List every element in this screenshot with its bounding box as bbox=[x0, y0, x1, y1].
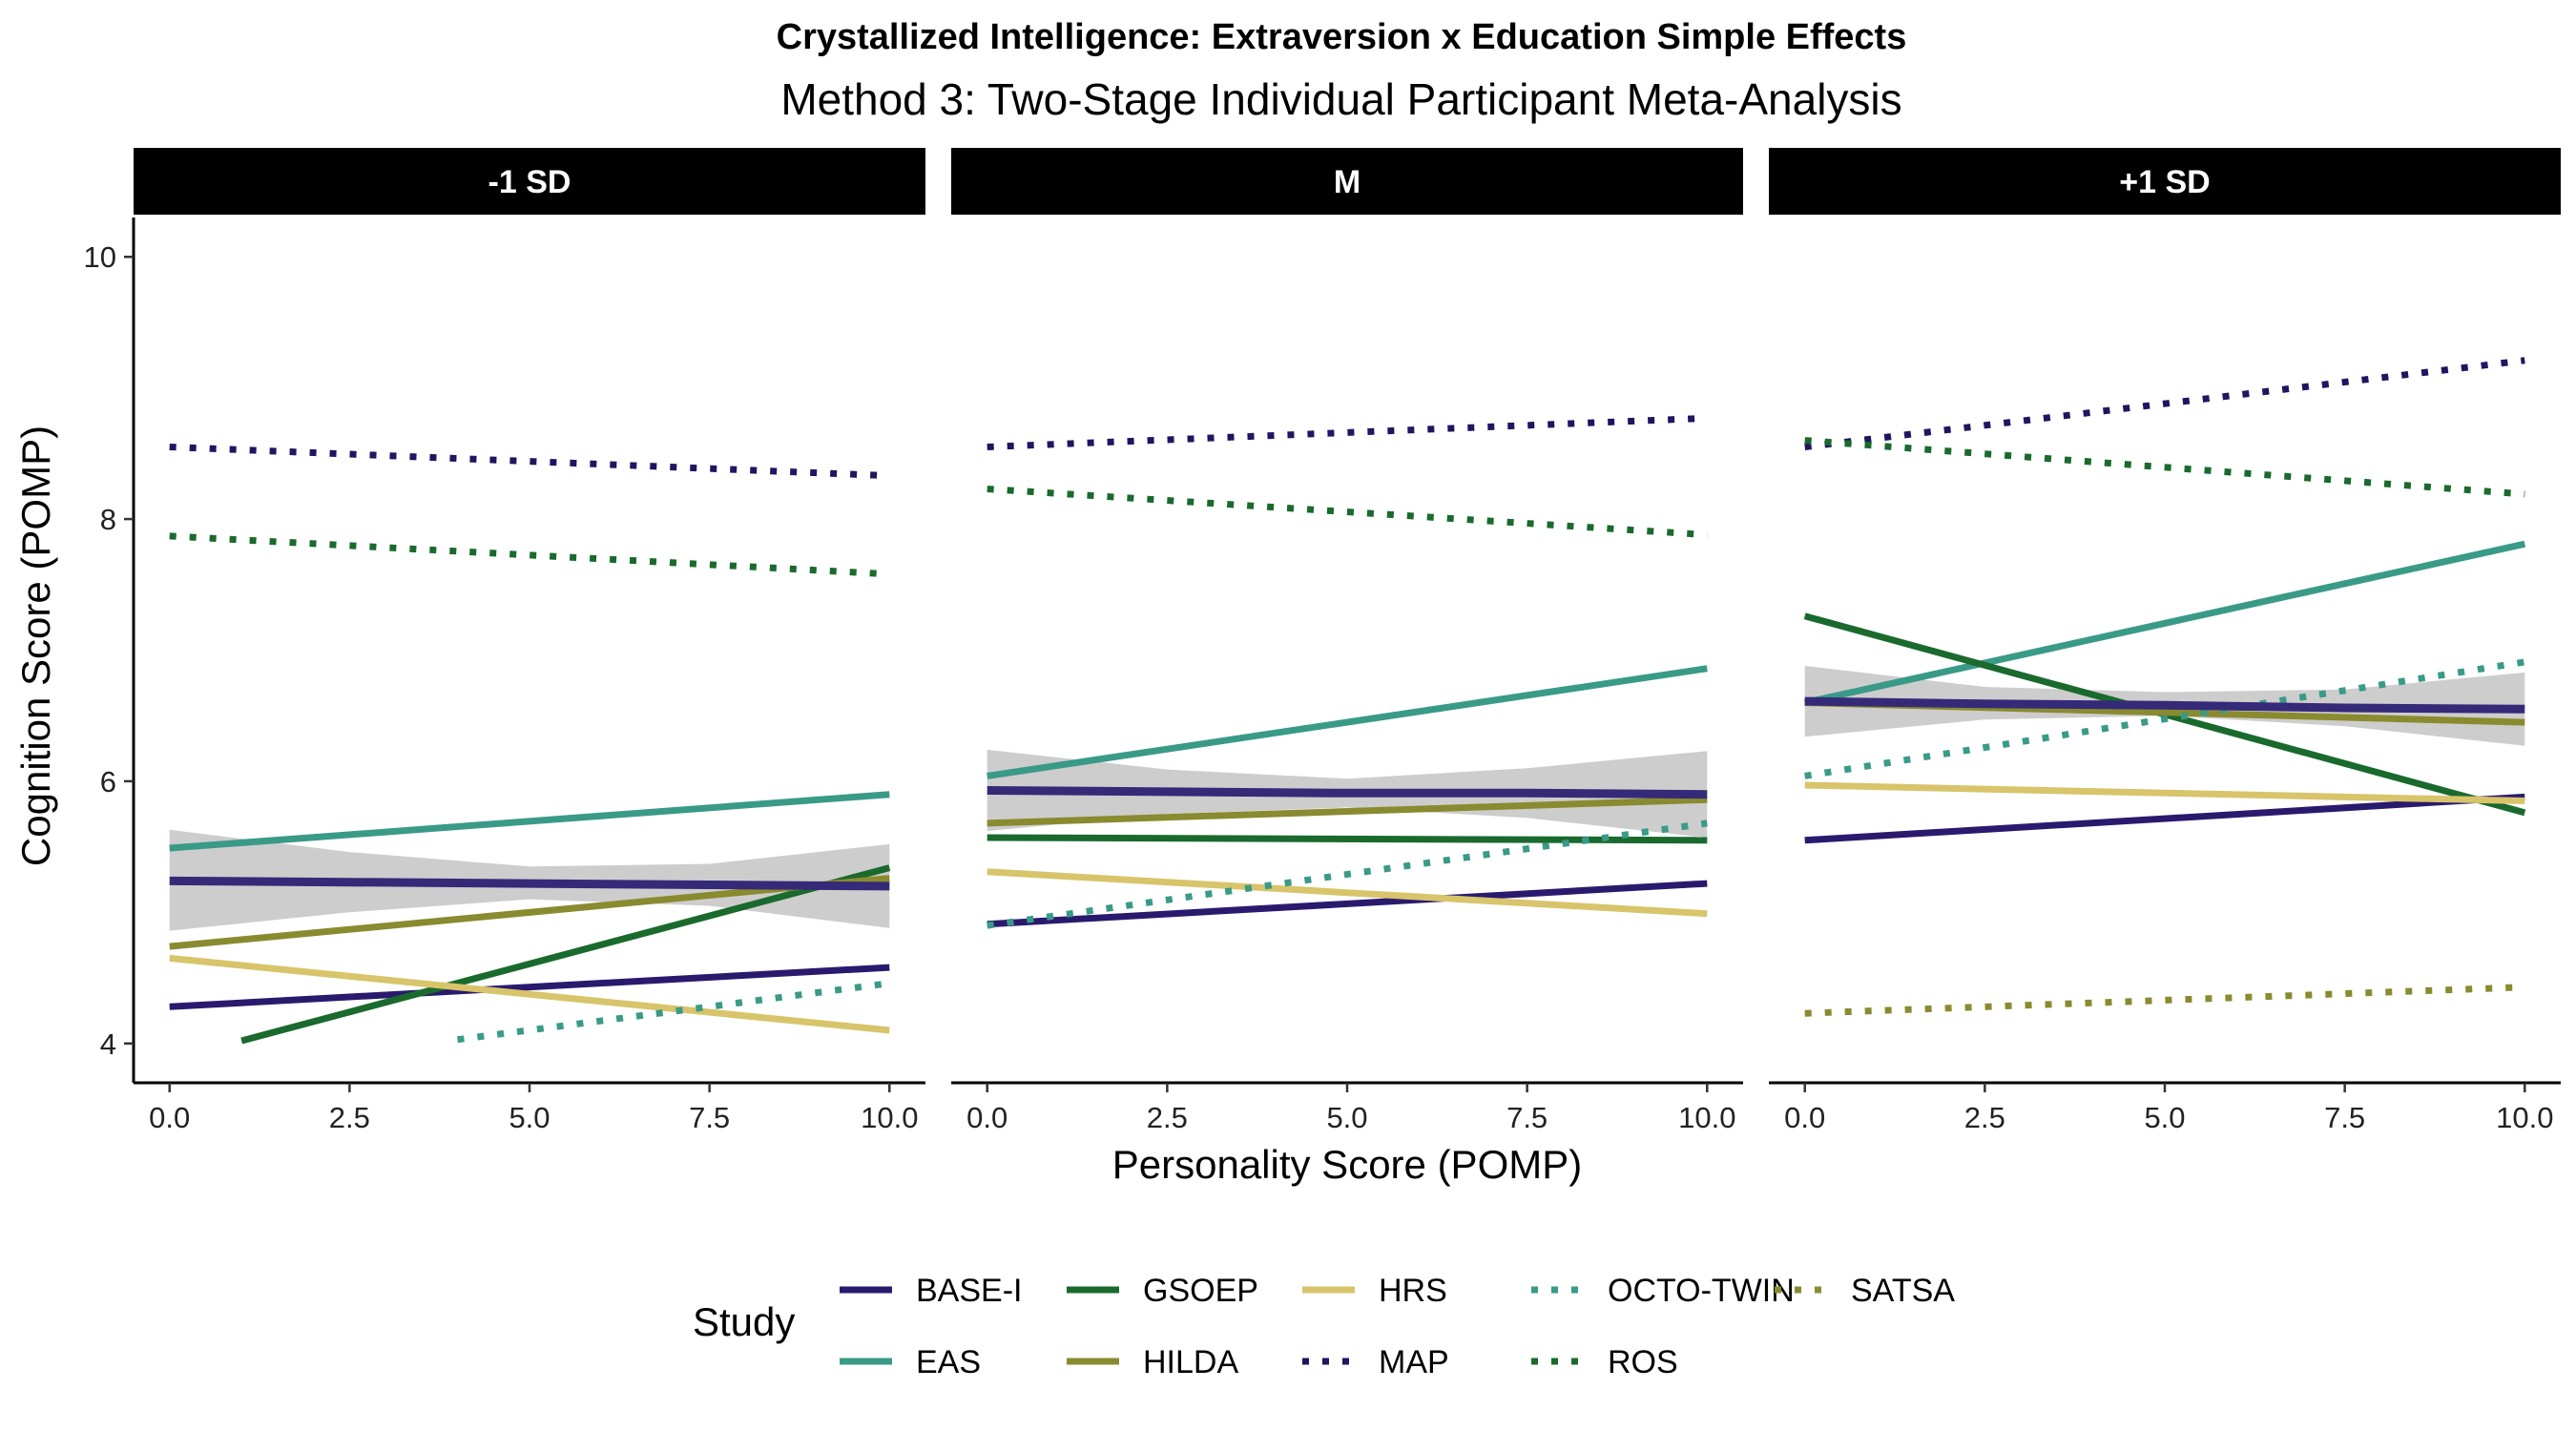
legend-item-gsoep: GSOEP bbox=[1067, 1273, 1258, 1309]
x-tick-label: 10.0 bbox=[861, 1101, 918, 1134]
legend-item-eas: EAS bbox=[840, 1344, 981, 1380]
legend: Study BASE-I EAS GSOEP HILDA HRS MAP OCTO-TWIN… bbox=[693, 1273, 1955, 1380]
legend-label-map: MAP bbox=[1379, 1344, 1449, 1380]
line-map-minus1-sd bbox=[169, 444, 890, 480]
panel-plus1-sd: +1 SD 0.0 2.5 5.0 7.5 10.0 bbox=[1769, 148, 2561, 1134]
legend-item-octo-twin: OCTO-TWIN bbox=[1531, 1273, 1795, 1309]
line-ros-plus1-sd bbox=[1804, 437, 2525, 498]
x-tick-label: 7.5 bbox=[2324, 1101, 2365, 1134]
y-tick-label: 8 bbox=[100, 503, 116, 536]
strip-plus1-sd bbox=[1769, 148, 2561, 215]
x-tick-label: 2.5 bbox=[1147, 1101, 1188, 1134]
panel-m: M 0.0 2.5 5.0 7.5 10.0 bbox=[951, 148, 1743, 1134]
legend-item-base-i: BASE-I bbox=[840, 1273, 1022, 1309]
legend-label-hilda: HILDA bbox=[1143, 1344, 1238, 1380]
legend-item-satsa: SATSA bbox=[1775, 1273, 1955, 1309]
strip-label-minus1-sd: -1 SD bbox=[488, 164, 571, 200]
x-tick-label: 5.0 bbox=[2144, 1101, 2185, 1134]
y-tick-label: 4 bbox=[100, 1027, 116, 1061]
line-octo-twin-m bbox=[987, 819, 1708, 929]
line-hrs-m bbox=[987, 868, 1708, 918]
x-tick-label: 2.5 bbox=[1964, 1101, 2005, 1134]
x-axis-title: Personality Score (POMP) bbox=[1112, 1142, 1582, 1187]
line-ros-minus1-sd bbox=[169, 532, 890, 578]
line-eas-plus1-sd bbox=[1803, 540, 2526, 706]
x-tick-label: 2.5 bbox=[329, 1101, 370, 1134]
line-hilda-m bbox=[987, 796, 1708, 827]
legend-label-base-i: BASE-I bbox=[916, 1273, 1022, 1309]
line-eas-m bbox=[987, 665, 1708, 779]
legend-label-gsoep: GSOEP bbox=[1143, 1273, 1258, 1309]
line-hilda-minus1-sd bbox=[169, 875, 890, 950]
x-tick-label: 0.0 bbox=[966, 1101, 1008, 1134]
line-base-i-minus1-sd bbox=[169, 964, 890, 1010]
line-map-plus1-sd bbox=[1804, 357, 2525, 450]
line-octo-twin-minus1-sd bbox=[457, 980, 890, 1044]
legend-item-hilda: HILDA bbox=[1067, 1344, 1238, 1380]
chart-subtitle: Method 3: Two-Stage Individual Participa… bbox=[780, 74, 1901, 124]
legend-label-ros: ROS bbox=[1608, 1344, 1678, 1380]
x-tick-label: 10.0 bbox=[1678, 1101, 1735, 1134]
line-hrs-plus1-sd bbox=[1804, 781, 2525, 804]
facet-panels: -1 SD0.0 2.5 5.0 7.5 10.0M0.0 2.5 5.0 7.5 10.0+1… bbox=[134, 148, 2561, 1134]
strip-m bbox=[951, 148, 1743, 215]
line-base-i-plus1-sd bbox=[1804, 793, 2525, 844]
line-ros-m bbox=[987, 486, 1708, 539]
legend-item-map: MAP bbox=[1302, 1344, 1449, 1380]
y-axis: 4 6 8 10 bbox=[84, 218, 135, 1083]
legend-title: Study bbox=[693, 1299, 795, 1344]
pooled-line-minus1-sd bbox=[169, 876, 890, 891]
legend-item-hrs: HRS bbox=[1302, 1273, 1447, 1309]
line-octo-twin-plus1-sd bbox=[1804, 658, 2525, 779]
line-gsoep-m bbox=[987, 834, 1708, 844]
line-map-m bbox=[987, 414, 1708, 450]
line-satsa-plus1-sd bbox=[1804, 984, 2525, 1017]
chart-title: Crystallized Intelligence: Extraversion … bbox=[777, 17, 1907, 57]
pooled-line-m bbox=[987, 786, 1708, 799]
line-hrs-minus1-sd bbox=[169, 954, 890, 1034]
y-axis-title: Cognition Score (POMP) bbox=[13, 425, 58, 866]
line-eas-minus1-sd bbox=[169, 791, 890, 852]
x-tick-label: 0.0 bbox=[1784, 1101, 1825, 1134]
x-tick-label: 7.5 bbox=[1506, 1101, 1548, 1134]
line-base-i-m bbox=[987, 880, 1708, 928]
strip-minus1-sd bbox=[134, 148, 925, 215]
y-tick-label: 6 bbox=[100, 765, 116, 798]
legend-label-satsa: SATSA bbox=[1851, 1273, 1955, 1309]
x-tick-label: 7.5 bbox=[689, 1101, 730, 1134]
x-tick-label: 10.0 bbox=[2496, 1101, 2553, 1134]
legend-label-eas: EAS bbox=[916, 1344, 981, 1380]
x-tick-label: 0.0 bbox=[149, 1101, 190, 1134]
pooled-line-plus1-sd bbox=[1804, 696, 2525, 714]
line-gsoep-minus1-sd bbox=[240, 864, 891, 1045]
y-tick-label: 10 bbox=[84, 240, 116, 274]
legend-label-hrs: HRS bbox=[1379, 1273, 1447, 1309]
strip-label-m: M bbox=[1334, 164, 1361, 200]
panel-minus1-sd: -1 SD 0.0 2.5 5.0 7.5 10.0 bbox=[134, 148, 925, 1134]
strip-label-plus1-sd: +1 SD bbox=[2119, 164, 2210, 200]
x-tick-label: 5.0 bbox=[509, 1101, 550, 1134]
x-tick-label: 5.0 bbox=[1326, 1101, 1367, 1134]
legend-item-ros: ROS bbox=[1531, 1344, 1678, 1380]
legend-label-octo-twin: OCTO-TWIN bbox=[1608, 1273, 1795, 1309]
